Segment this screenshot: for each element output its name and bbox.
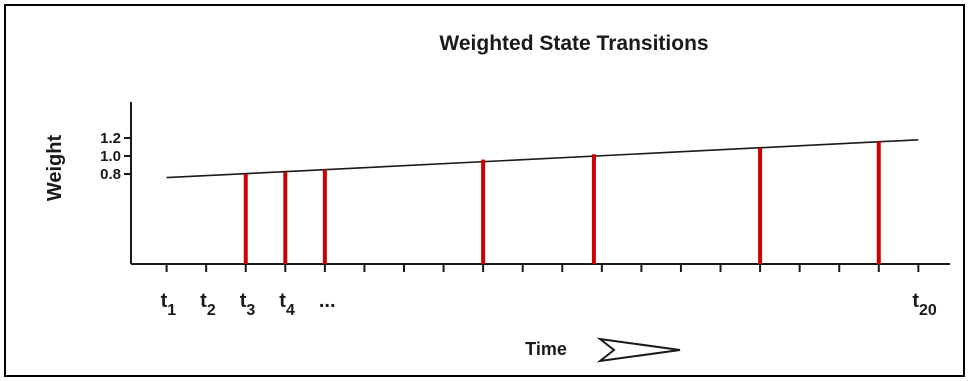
chart-frame: Weighted State Transitions Weight 0.8 1.0… [4,4,965,377]
plot-area: 0.81.01.2 t1 t2 t3 t4... t20 [100,102,950,319]
x-tick-label: t4 [279,290,295,319]
x-axis-label: Time [525,339,567,359]
y-tick-label: 1.2 [100,130,121,147]
x-tick-label: ... [319,290,336,312]
chart: Weighted State Transitions Weight 0.81.0… [44,32,950,363]
x-tick-label: t1 [161,290,177,319]
x-tick-label: t2 [200,290,216,319]
trend-line [166,139,919,179]
y-tick-label: 0.8 [100,166,121,183]
x-tick-label: t3 [240,290,256,319]
y-axis-label: Weight [44,135,66,202]
chart-title: Weighted State Transitions [439,32,708,55]
time-arrow-icon [596,337,681,363]
x-tick-label: t20 [912,290,937,319]
y-tick-label: 1.0 [100,148,121,165]
